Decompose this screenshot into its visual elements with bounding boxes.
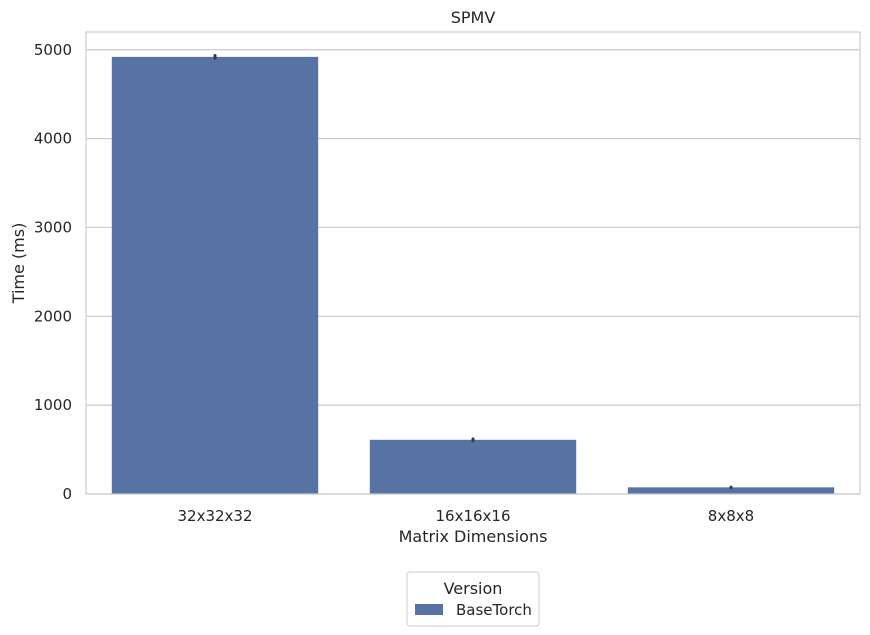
y-tick-label: 5000 <box>34 41 72 59</box>
x-tick-label: 32x32x32 <box>177 507 252 525</box>
y-tick-labels: 0 1000 2000 3000 4000 5000 <box>34 41 72 503</box>
y-tick-label: 2000 <box>34 307 72 325</box>
legend-title: Version <box>444 579 503 598</box>
chart-title: SPMV <box>451 8 496 27</box>
bar <box>627 487 835 494</box>
plot-frame <box>85 31 861 495</box>
legend-entry-label: BaseTorch <box>456 601 532 619</box>
x-axis-title: Matrix Dimensions <box>399 527 548 546</box>
x-tick-labels: 32x32x32 16x16x16 8x8x8 <box>177 507 754 525</box>
y-axis-title: Time (ms) <box>9 223 28 305</box>
legend-swatch <box>415 604 443 615</box>
y-tick-label: 1000 <box>34 396 72 414</box>
x-tick-label: 8x8x8 <box>708 507 754 525</box>
bar <box>369 439 577 494</box>
y-tick-label: 4000 <box>34 130 72 148</box>
bar <box>111 56 319 494</box>
legend: Version BaseTorch <box>406 571 540 627</box>
bars <box>111 54 835 494</box>
x-tick-label: 16x16x16 <box>435 507 510 525</box>
y-tick-label: 3000 <box>34 218 72 236</box>
y-tick-label: 0 <box>62 485 72 503</box>
